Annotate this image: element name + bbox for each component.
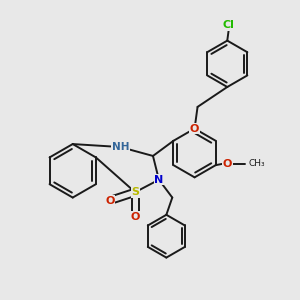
Text: O: O: [130, 212, 140, 222]
Text: CH₃: CH₃: [249, 159, 266, 168]
Text: S: S: [131, 187, 139, 197]
Text: NH: NH: [112, 142, 129, 152]
Text: O: O: [190, 124, 199, 134]
Text: Cl: Cl: [223, 20, 235, 30]
Text: O: O: [105, 196, 115, 206]
Text: O: O: [223, 159, 232, 169]
Text: N: N: [154, 175, 164, 185]
